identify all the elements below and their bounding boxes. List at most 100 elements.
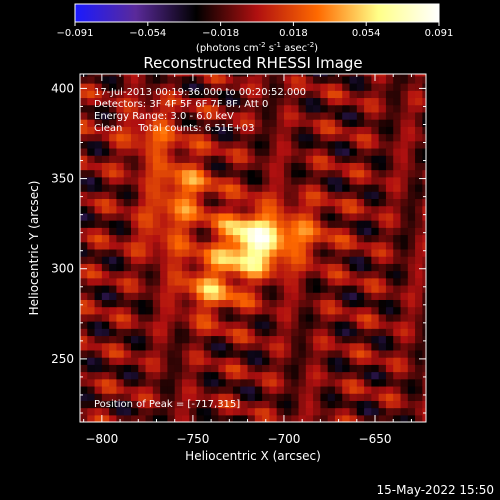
heatmap-cell — [291, 277, 300, 286]
heatmap-cell — [371, 234, 380, 243]
heatmap-cell — [327, 335, 336, 344]
heatmap-cell — [415, 277, 423, 286]
heatmap-cell — [152, 183, 161, 192]
heatmap-cell — [422, 147, 426, 156]
heatmap-cell — [94, 407, 103, 416]
heatmap-cell — [349, 133, 358, 142]
heatmap-cell — [189, 191, 198, 200]
heatmap-cell — [181, 248, 190, 257]
heatmap-cell — [87, 378, 96, 387]
heatmap-cell — [196, 133, 205, 142]
heatmap-cell — [101, 299, 110, 308]
heatmap-cell — [189, 407, 198, 416]
heatmap-cell — [305, 414, 314, 422]
heatmap-cell — [181, 256, 190, 264]
heatmap-cell — [145, 306, 154, 315]
heatmap-cell — [415, 292, 423, 300]
heatmap-cell — [313, 155, 321, 163]
heatmap-cell — [262, 371, 270, 380]
heatmap-cell — [138, 378, 147, 387]
heatmap-cell — [211, 335, 219, 344]
heatmap-cell — [218, 299, 227, 308]
heatmap-cell — [320, 198, 329, 207]
heatmap-cell — [342, 256, 351, 264]
heatmap-cell — [116, 162, 125, 171]
heatmap-cell — [203, 292, 212, 300]
heatmap-cell — [393, 198, 402, 207]
heatmap-cell — [415, 321, 423, 329]
heatmap-cell — [218, 126, 227, 135]
heatmap-cell — [334, 155, 343, 163]
heatmap-cell — [415, 393, 423, 401]
heatmap-cell — [342, 220, 351, 228]
heatmap-cell — [356, 183, 365, 192]
heatmap-cell — [371, 140, 380, 149]
heatmap-cell — [232, 378, 241, 387]
heatmap-cell — [211, 162, 219, 171]
heatmap-cell — [342, 205, 351, 214]
heatmap-cell — [181, 241, 190, 250]
heatmap-cell — [313, 385, 321, 394]
heatmap-cell — [109, 119, 118, 127]
heatmap-cell — [254, 133, 263, 142]
heatmap-cell — [109, 277, 118, 286]
heatmap-cell — [160, 393, 169, 401]
y-tick-label: 250 — [51, 352, 74, 366]
heatmap-cell — [364, 169, 372, 178]
heatmap-cell — [225, 183, 234, 192]
heatmap-cell — [371, 270, 380, 279]
heatmap-cell — [385, 241, 394, 250]
heatmap-cell — [247, 75, 256, 84]
heatmap-cell — [356, 227, 365, 236]
heatmap-cell — [145, 74, 154, 77]
heatmap-cell — [313, 299, 321, 308]
heatmap-cell — [101, 119, 110, 127]
heatmap-cell — [313, 357, 321, 365]
heatmap-cell — [167, 357, 176, 365]
heatmap-cell — [276, 83, 285, 91]
heatmap-cell — [400, 198, 409, 207]
heatmap-cell — [378, 306, 387, 315]
heatmap-cell — [174, 277, 183, 286]
heatmap-cell — [327, 191, 336, 200]
heatmap-cell — [87, 74, 96, 77]
heatmap-cell — [349, 176, 358, 185]
heatmap-cell — [320, 393, 329, 401]
heatmap-cell — [283, 328, 292, 337]
heatmap-cell — [364, 205, 372, 214]
heatmap-cell — [385, 248, 394, 257]
heatmap-cell — [116, 83, 125, 91]
heatmap-cell — [400, 342, 409, 351]
heatmap-cell — [94, 385, 103, 394]
heatmap-cell — [152, 104, 161, 113]
heatmap-cell — [123, 83, 132, 91]
heatmap-cell — [94, 133, 103, 142]
heatmap-cell — [160, 335, 169, 344]
heatmap-cell — [203, 349, 212, 358]
heatmap-cell — [342, 183, 351, 192]
heatmap-cell — [218, 284, 227, 293]
heatmap-cell — [218, 270, 227, 279]
heatmap-cell — [138, 155, 147, 163]
heatmap-cell — [225, 126, 234, 135]
heatmap-cell — [378, 75, 387, 84]
heatmap-cell — [196, 183, 205, 192]
heatmap-cell — [87, 111, 96, 120]
heatmap-cell — [225, 162, 234, 171]
heatmap-cell — [232, 335, 241, 344]
heatmap-cell — [415, 263, 423, 272]
heatmap-cell — [415, 364, 423, 373]
heatmap-cell — [269, 104, 278, 113]
heatmap-cell — [167, 111, 176, 120]
heatmap-cell — [283, 212, 292, 221]
heatmap-cell — [130, 270, 139, 279]
heatmap-cell — [320, 75, 329, 84]
heatmap-cell — [400, 155, 409, 163]
heatmap-cell — [203, 155, 212, 163]
heatmap-cell — [247, 212, 256, 221]
heatmap-cell — [189, 90, 198, 99]
heatmap-cell — [94, 342, 103, 351]
heatmap-cell — [371, 378, 380, 387]
heatmap-cell — [283, 74, 292, 77]
heatmap-cell — [349, 313, 358, 322]
